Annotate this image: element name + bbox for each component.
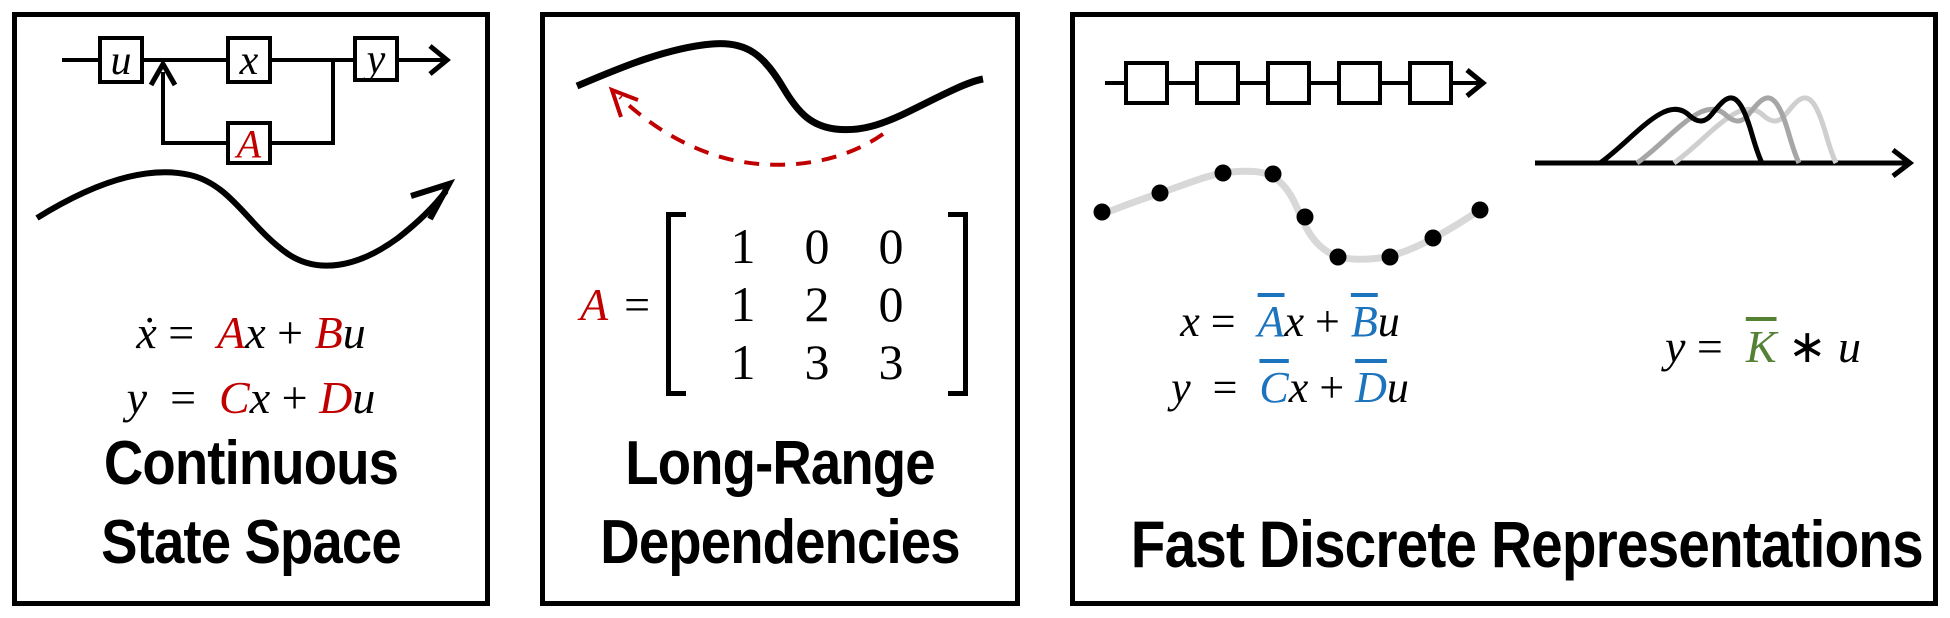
matrix-right-bracket xyxy=(948,212,969,396)
equation-segment: + xyxy=(1304,297,1351,346)
equation-segment: ∗ xyxy=(1776,321,1839,372)
matrix-cell: 0 xyxy=(878,218,904,274)
kernel-curve-black xyxy=(1598,95,1765,166)
panel-long-range-dependencies: A = 1 0 0 1 2 0 1 3 3 Long-Range Depende… xyxy=(540,12,1020,606)
equation-discrete-state: x = Ax + Bu xyxy=(1100,289,1480,355)
discrete-recurrence-equations: x = Ax + Bu y = Cx + Du xyxy=(1100,289,1480,421)
matrix-cell: 0 xyxy=(878,276,904,332)
sequence-cell xyxy=(1124,61,1169,105)
equation-segment: D xyxy=(319,372,353,423)
panel-title-fast-discrete-representations: Fast Discrete Representations xyxy=(1130,507,1924,581)
equation-segment: x xyxy=(249,372,271,423)
equation-segment: = xyxy=(156,307,218,358)
equation-segment: B xyxy=(1350,297,1378,346)
equation-segment: u xyxy=(352,372,376,423)
long-range-diagram xyxy=(575,40,984,167)
panel-fast-discrete-representations: x = Ax + Bu y = Cx + Du y = K ∗ u Fast D… xyxy=(1070,12,1938,606)
matrix-cell: 1 xyxy=(730,276,756,332)
matrix-cell: 3 xyxy=(878,334,904,390)
equation-segment: = xyxy=(147,372,220,423)
equation-segment: + xyxy=(270,372,320,423)
x-block xyxy=(226,36,272,84)
panel-title-continuous-state-space: Continuous State Space xyxy=(41,424,462,582)
matrix-cell: 0 xyxy=(804,218,830,274)
matrix-cell: 3 xyxy=(804,334,830,390)
matrix-left-bracket xyxy=(666,212,687,396)
sampled-signal-curve xyxy=(1096,167,1485,263)
convolution-kernels xyxy=(1598,95,1839,166)
title-line: Long-Range xyxy=(625,429,935,498)
title-line: State Space xyxy=(101,508,402,577)
u-block xyxy=(98,36,144,84)
equation-segment: K xyxy=(1745,321,1777,372)
equation-segment: + xyxy=(265,307,315,358)
equation-segment: D xyxy=(1355,363,1387,412)
panel-continuous-state-space: u x y A ẋ = Ax + Bu y = Cx + Du Continuo… xyxy=(12,12,490,606)
equation-segment: C xyxy=(219,372,250,423)
dependency-arrowhead-icon xyxy=(608,86,639,118)
continuous-signal-curve xyxy=(35,169,449,269)
equation-segment: x xyxy=(1284,297,1305,346)
long-range-dependency-dashed-arrow xyxy=(618,95,885,167)
equation-convolution: y = K ∗ u xyxy=(1583,319,1943,375)
equation-output: y = Cx + Du xyxy=(12,365,490,430)
matrix-cell: 2 xyxy=(804,276,830,332)
signal-arrow-icon xyxy=(410,178,456,221)
equation-segment: x xyxy=(1180,297,1200,346)
equation-segment: u xyxy=(1377,297,1400,346)
u-block-label: u xyxy=(111,38,132,84)
equation-segment: x xyxy=(1288,363,1309,412)
equation-segment: x xyxy=(245,307,266,358)
kernel-curve-light xyxy=(1672,95,1839,166)
discrete-diagram xyxy=(1093,61,1915,266)
y-block xyxy=(353,36,399,82)
equation-discrete-output: y = Cx + Du xyxy=(1100,355,1480,421)
equation-segment: u xyxy=(1838,321,1862,372)
equation-segment: y xyxy=(1664,321,1686,372)
axis-arrow-icon xyxy=(1891,148,1915,178)
A-block xyxy=(226,121,272,165)
matrix-cell: 1 xyxy=(730,334,756,390)
panel-title-long-range-dependencies: Long-Range Dependencies xyxy=(569,424,991,582)
convolution-equation-block: y = K ∗ u xyxy=(1583,319,1943,375)
equation-segment: u xyxy=(1386,363,1409,412)
equation-segment: u xyxy=(342,307,366,358)
A-matrix: A = 1 0 0 1 2 0 1 3 3 xyxy=(534,212,1014,396)
matrix-grid: 1 0 0 1 2 0 1 3 3 xyxy=(702,217,932,391)
matrix-cell: 1 xyxy=(730,218,756,274)
sequence-cell xyxy=(1337,61,1382,105)
equation-segment: = xyxy=(1199,297,1258,346)
equation-segment: ẋ xyxy=(136,307,157,358)
equation-segment: y xyxy=(126,372,148,423)
equation-state: ẋ = Ax + Bu xyxy=(12,300,490,365)
sequence-cell xyxy=(1266,61,1311,105)
matrix-lhs: A xyxy=(579,278,609,330)
equation-segment: y xyxy=(1171,363,1191,412)
equation-segment: = xyxy=(1190,363,1260,412)
equation-segment: A xyxy=(1257,297,1285,346)
title-line: Dependencies xyxy=(600,508,960,577)
equation-segment: = xyxy=(1685,321,1746,372)
equation-segment: C xyxy=(1259,363,1289,412)
chain-arrow-icon xyxy=(1465,68,1487,98)
output-arrow-icon xyxy=(428,44,451,76)
equation-segment: A xyxy=(217,307,246,358)
A-block-label: A xyxy=(234,122,262,167)
sample-dots xyxy=(1093,164,1489,266)
continuous-equations: ẋ = Ax + Bu y = Cx + Du xyxy=(12,300,490,430)
kernel-curve-gray xyxy=(1635,95,1802,166)
title-line: Continuous xyxy=(103,429,399,498)
y-block-label: y xyxy=(363,37,386,83)
equation-segment: + xyxy=(1308,363,1356,412)
sequence-cell xyxy=(1195,61,1240,105)
equation-segment: B xyxy=(314,307,343,358)
x-block-label: x xyxy=(239,38,259,84)
sequence-cell xyxy=(1408,61,1453,105)
signal-curve xyxy=(575,40,984,134)
state-space-block-diagram: u x y A xyxy=(35,36,456,269)
feedback-up-arrow-icon xyxy=(148,58,178,87)
matrix-equals: = xyxy=(624,278,651,330)
